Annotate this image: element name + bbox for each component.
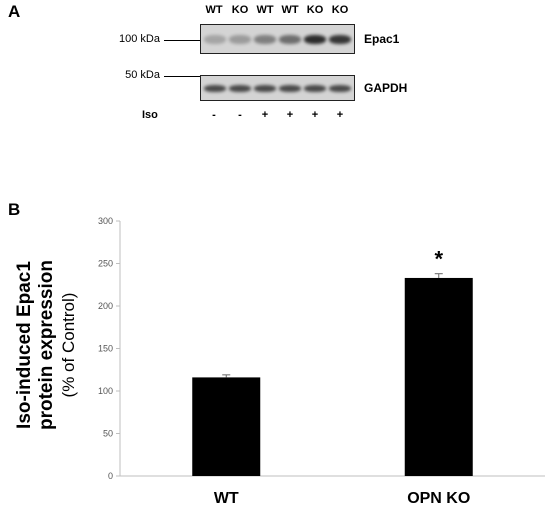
iso-label: Iso — [142, 109, 158, 121]
bar-opn-ko — [404, 277, 473, 476]
lane-label: KO — [306, 4, 324, 16]
y-tick-label: 0 — [108, 471, 113, 481]
blot-band — [304, 35, 326, 44]
blot-band — [304, 85, 326, 92]
lane-label: WT — [205, 4, 223, 16]
blot-band — [279, 35, 301, 44]
gapdh-label: GAPDH — [364, 81, 408, 95]
bar-wt — [192, 377, 261, 476]
epac1-label: Epac1 — [364, 32, 400, 46]
y-axis-label: Iso-induced Epac1 protein expression (% … — [14, 260, 78, 430]
panel-a-letter: A — [8, 2, 21, 21]
y-tick-label: 100 — [98, 386, 113, 396]
iso-sign: + — [311, 109, 319, 121]
lane-label: WT — [256, 4, 274, 16]
iso-sign: - — [212, 109, 216, 121]
blot-band — [204, 85, 226, 92]
marker-line-100kda — [164, 40, 200, 41]
blot-band — [329, 35, 351, 44]
blot-band — [329, 85, 351, 92]
lane-label: KO — [231, 4, 249, 16]
blot-band — [229, 85, 251, 92]
lane-label: WT — [281, 4, 299, 16]
iso-sign: + — [261, 109, 269, 121]
y-tick-label: 50 — [103, 429, 113, 439]
blot-band — [204, 35, 226, 44]
y-tick-label: 150 — [98, 344, 113, 354]
marker-label-50kda: 50 kDa — [125, 69, 160, 81]
iso-sign: + — [336, 109, 344, 121]
x-category-label: OPN KO — [407, 490, 470, 507]
marker-label-100kda: 100 kDa — [119, 33, 160, 45]
y-tick-label: 250 — [98, 259, 113, 269]
iso-sign: + — [286, 109, 294, 121]
x-category-label: WT — [214, 490, 239, 507]
blot-band — [279, 85, 301, 92]
marker-line-50kda — [164, 76, 200, 77]
y-axis-label-line1: Iso-induced Epac1 — [14, 261, 35, 429]
lane-label: KO — [331, 4, 349, 16]
epac1-blot — [200, 24, 355, 54]
panel-b-letter: B — [8, 200, 21, 219]
y-tick-label: 200 — [98, 301, 113, 311]
y-axis-label-line3: (% of Control) — [59, 293, 78, 398]
gapdh-blot — [200, 75, 355, 101]
blot-band — [254, 35, 276, 44]
y-axis-label-line2: protein expression — [36, 260, 57, 430]
y-tick-label: 300 — [98, 216, 113, 226]
blot-band — [229, 35, 251, 44]
blot-band — [254, 85, 276, 92]
significance-asterisk: * — [434, 247, 443, 272]
iso-sign: - — [238, 109, 242, 121]
